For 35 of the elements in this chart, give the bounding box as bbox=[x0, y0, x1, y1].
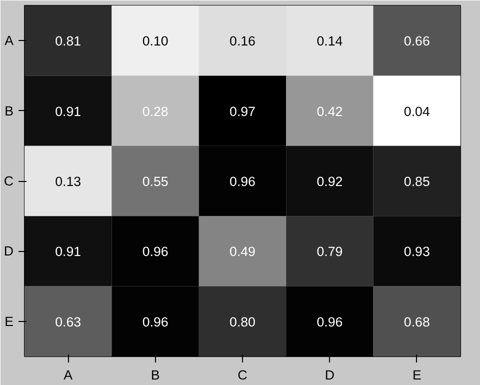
data-label: 0.93 bbox=[404, 244, 430, 260]
data-label: 0.28 bbox=[142, 104, 168, 119]
x-tick-label: D bbox=[324, 368, 335, 382]
x-tick-label: B bbox=[150, 368, 160, 382]
data-label: 0.68 bbox=[404, 314, 430, 330]
data-label: 0.96 bbox=[142, 244, 168, 260]
data-label: 0.13 bbox=[55, 174, 82, 189]
data-label: 0.55 bbox=[142, 174, 168, 189]
data-label: 0.42 bbox=[316, 104, 343, 119]
data-label: 0.91 bbox=[55, 244, 82, 260]
data-label: 0.81 bbox=[55, 34, 82, 49]
data-label: 0.96 bbox=[230, 174, 256, 189]
data-label: 0.91 bbox=[55, 104, 82, 119]
data-label: 0.96 bbox=[142, 314, 168, 330]
data-label: 0.92 bbox=[316, 174, 343, 189]
x-tick-label: E bbox=[412, 368, 422, 382]
x-tick-label: A bbox=[64, 368, 73, 382]
data-label: 0.10 bbox=[142, 34, 168, 49]
y-tick-label: D bbox=[4, 244, 14, 259]
y-tick-label: C bbox=[4, 174, 14, 188]
x-tick-label: C bbox=[238, 368, 248, 382]
data-label: 0.79 bbox=[316, 244, 343, 260]
data-label: 0.63 bbox=[55, 314, 82, 330]
data-label: 0.16 bbox=[230, 34, 256, 49]
data-label: 0.85 bbox=[404, 174, 430, 189]
y-tick-label: A bbox=[4, 33, 14, 48]
data-label: 0.04 bbox=[404, 104, 430, 119]
data-label: 0.97 bbox=[230, 104, 256, 119]
y-tick-label: B bbox=[4, 103, 14, 118]
data-label: 0.96 bbox=[316, 314, 343, 330]
data-label: 0.80 bbox=[230, 314, 256, 330]
data-label: 0.66 bbox=[404, 34, 430, 49]
y-tick-label: E bbox=[4, 314, 14, 329]
data-label: 0.49 bbox=[230, 244, 256, 260]
data-label: 0.14 bbox=[316, 34, 344, 49]
